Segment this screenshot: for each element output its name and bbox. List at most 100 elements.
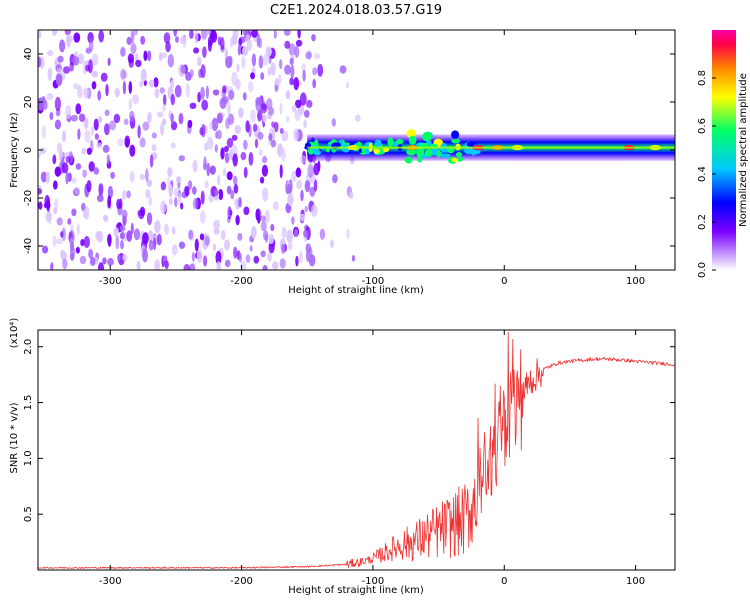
colorbar-label: Normalized spectral amplitude bbox=[738, 73, 749, 227]
noise-blob bbox=[278, 73, 282, 84]
noise-blob bbox=[139, 80, 144, 88]
snr-frame bbox=[37, 329, 676, 571]
noise-blob bbox=[313, 52, 320, 60]
noise-blob bbox=[262, 264, 268, 270]
signal-blob bbox=[374, 139, 382, 148]
noise-blob bbox=[200, 86, 205, 100]
noise-blob bbox=[286, 115, 290, 123]
noise-blob bbox=[51, 30, 58, 36]
x-tick-label: 0 bbox=[501, 276, 507, 287]
noise-blob bbox=[231, 134, 238, 141]
noise-blob bbox=[47, 67, 53, 81]
noise-blob bbox=[98, 262, 104, 270]
noise-blob bbox=[224, 152, 230, 164]
noise-blob bbox=[146, 212, 153, 226]
noise-blob bbox=[262, 53, 269, 66]
noise-blob bbox=[183, 263, 191, 270]
noise-blob bbox=[102, 144, 110, 153]
noise-blob bbox=[220, 229, 226, 241]
noise-blob bbox=[129, 144, 136, 157]
spectrogram-ylabel: Frequency (Hz) bbox=[9, 112, 20, 188]
noise-blob bbox=[80, 239, 85, 247]
signal-blob bbox=[451, 138, 461, 144]
noise-blob bbox=[262, 230, 269, 241]
noise-blob bbox=[226, 171, 233, 181]
noise-blob bbox=[38, 30, 42, 39]
noise-blob bbox=[55, 72, 63, 86]
noise-blob bbox=[82, 169, 87, 178]
noise-blob bbox=[184, 186, 190, 197]
x-tick-label: -300 bbox=[99, 276, 122, 287]
noise-blob bbox=[121, 209, 128, 220]
noise-blob bbox=[145, 189, 151, 199]
noise-blob bbox=[94, 133, 99, 141]
noise-blob bbox=[105, 84, 109, 97]
noise-blob bbox=[213, 219, 221, 230]
noise-blob bbox=[39, 147, 47, 155]
noise-blob bbox=[142, 248, 148, 263]
y-tick-label: -40 bbox=[23, 238, 34, 254]
noise-blob bbox=[117, 138, 124, 147]
noise-blob bbox=[233, 246, 238, 259]
noise-blob bbox=[76, 223, 80, 236]
noise-blob bbox=[159, 87, 165, 94]
noise-blob bbox=[197, 56, 202, 67]
noise-blob bbox=[256, 33, 261, 48]
noise-blob bbox=[308, 254, 316, 267]
noise-blob bbox=[66, 34, 71, 48]
noise-blob bbox=[83, 87, 89, 99]
noise-blob bbox=[212, 166, 216, 173]
noise-blob bbox=[165, 41, 171, 53]
noise-blob bbox=[268, 241, 275, 254]
noise-blob bbox=[222, 85, 227, 94]
noise-blob bbox=[307, 163, 314, 178]
noise-blob bbox=[180, 202, 184, 210]
noise-blob bbox=[299, 155, 307, 164]
noise-blob bbox=[153, 237, 157, 251]
noise-blob bbox=[88, 38, 94, 52]
noise-blob bbox=[63, 66, 71, 74]
noise-blob bbox=[207, 30, 211, 36]
noise-blob bbox=[267, 251, 272, 262]
signal-blob bbox=[451, 130, 460, 139]
noise-blob bbox=[242, 46, 249, 56]
noise-blob bbox=[38, 56, 42, 68]
noise-blob bbox=[83, 117, 89, 130]
noise-blob bbox=[107, 258, 114, 266]
noise-blob bbox=[297, 30, 301, 39]
noise-blob bbox=[189, 30, 194, 39]
noise-blob bbox=[116, 198, 121, 210]
noise-blob bbox=[254, 138, 259, 149]
noise-blob bbox=[223, 239, 231, 251]
x-tick-label: 100 bbox=[626, 276, 645, 287]
noise-blob bbox=[56, 217, 63, 226]
noise-blob bbox=[272, 261, 279, 270]
y-tick-label: -20 bbox=[23, 190, 34, 206]
noise-blob bbox=[72, 56, 80, 66]
noise-blob bbox=[304, 205, 308, 213]
noise-blob bbox=[294, 110, 301, 121]
noise-blob bbox=[148, 196, 153, 206]
noise-blob bbox=[262, 114, 267, 123]
noise-blob bbox=[59, 148, 63, 162]
noise-blob bbox=[311, 34, 316, 42]
noise-blob bbox=[243, 139, 248, 150]
x-tick-label: -100 bbox=[362, 276, 385, 287]
noise-blob bbox=[236, 64, 240, 73]
noise-blob bbox=[242, 92, 247, 101]
noise-blob bbox=[265, 46, 272, 57]
noise-blob bbox=[178, 241, 186, 249]
noise-blob bbox=[204, 180, 209, 189]
y-tick-label: 0 bbox=[23, 147, 34, 153]
noise-blob bbox=[270, 224, 275, 232]
noise-blob bbox=[109, 120, 117, 131]
noise-blob bbox=[355, 114, 361, 122]
noise-blob bbox=[301, 63, 307, 73]
noise-blob bbox=[260, 176, 265, 184]
noise-blob bbox=[154, 220, 161, 234]
noise-blob bbox=[156, 111, 164, 118]
noise-blob bbox=[290, 64, 295, 79]
noise-blob bbox=[160, 200, 167, 215]
noise-blob bbox=[287, 193, 294, 206]
noise-blob bbox=[143, 79, 147, 86]
